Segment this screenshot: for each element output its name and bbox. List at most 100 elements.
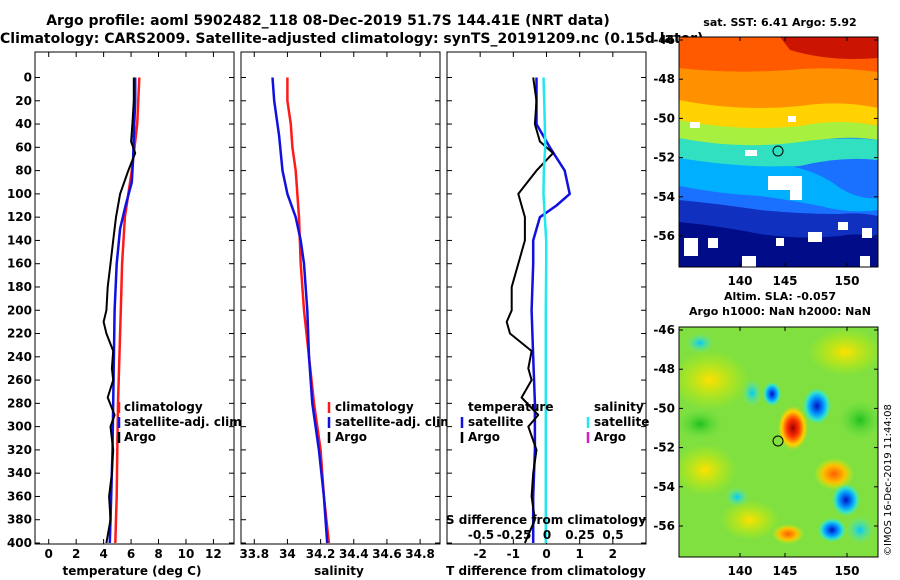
lon-tick-label: 145 [772,564,797,578]
lon-tick-label: 150 [834,274,859,288]
legend-s-satellite: satellite [594,415,649,429]
x-tick-label: 2 [72,547,80,561]
depth-tick-label: 40 [15,117,32,131]
lat-tick-label: -46 [653,323,675,337]
difference-x-axis: -2 -1 0 1 2 [473,52,617,561]
x-tick-label: -2 [473,547,486,561]
x-tick-label: 1 [575,547,583,561]
depth-tick-label: 60 [15,140,32,154]
legend-satellite-adj: satellite-adj. clim. [124,415,246,429]
s-tick-label: 0 [543,528,551,542]
figure-title-line-2: Climatology: CARS2009. Satellite-adjuste… [0,31,704,47]
depth-tick-label: 100 [7,187,32,201]
argo-location-marker [772,145,784,157]
depth-tick-label: 280 [7,396,32,410]
x-tick-label: 34.6 [372,547,402,561]
salinity-series [271,77,331,544]
lat-tick-label: -52 [653,441,675,455]
legend-s-argo: Argo [594,430,626,444]
sst-field [679,37,878,267]
lat-tick-label: -50 [653,111,675,125]
depth-tick-label: 200 [7,303,32,317]
x-tick-label: 4 [99,547,107,561]
temperature-axis-label: temperature (deg C) [63,564,202,578]
depth-tick-label: 380 [7,513,32,527]
depth-tick-label: 220 [7,327,32,341]
s-tick-label: 0.25 [565,528,595,542]
depth-tick-label: 260 [7,373,32,387]
sla-longitude-axis: 140 145 150 [727,327,860,578]
legend-argo: Argo [124,430,156,444]
x-tick-label: 6 [127,547,135,561]
lon-tick-label: 150 [834,564,859,578]
legend-salinity-heading: salinity [594,400,644,414]
x-tick-label: 12 [205,547,222,561]
legend-t-satellite: satellite [468,415,523,429]
sla-field [679,327,878,557]
lat-tick-label: -50 [653,401,675,415]
series-line-t-argo [505,77,555,544]
sla-map: -46 -48 -50 -52 -54 -56 140 145 150 [653,323,879,578]
lat-tick-label: -54 [653,190,675,204]
difference-depth-ticks [447,77,646,544]
temperature-x-axis: 0 2 4 6 8 10 12 [45,52,222,561]
s-tick-label: -0.25 [497,528,532,542]
x-tick-label: 0 [542,547,550,561]
salinity-axis-label: salinity [314,564,364,578]
lat-tick-label: -54 [653,480,675,494]
depth-tick-label: 340 [7,466,32,480]
depth-tick-label: 20 [15,94,32,108]
depth-axis: 0 20 40 60 80 100 120 140 160 180 200 220 240 260 280 3… [7,71,234,550]
difference-legend: temperature satellite Argo salinity sate… [460,400,649,444]
x-tick-label: 34.4 [339,547,369,561]
series-line-satellite-adj-clim- [271,77,329,544]
s-difference-tick-labels: -0.5 -0.25 0 0.25 0.5 [468,528,624,542]
x-tick-label: 34 [279,547,296,561]
x-tick-label: -1 [507,547,520,561]
x-tick-label: 33.8 [239,547,269,561]
series-line-s-satellite [542,77,548,543]
depth-tick-label: 320 [7,443,32,457]
legend-temperature-heading: temperature [468,400,553,414]
depth-tick-label: 140 [7,233,32,247]
difference-series [505,77,571,544]
depth-tick-label: 0 [24,71,32,85]
x-tick-label: 34.2 [306,547,336,561]
lon-tick-label: 145 [772,274,797,288]
salinity-legend: climatology satellite-adj. clim. Argo [327,400,457,444]
series-line-t-satellite [530,77,571,543]
x-tick-label: 34.8 [405,547,435,561]
salinity-x-axis: 33.8 34 34.2 34.4 34.6 34.8 [239,52,435,561]
series-line-argo [102,77,137,544]
difference-panel: -2 -1 0 1 2 T difference from climatology S … [446,51,649,578]
s-tick-label: -0.5 [468,528,494,542]
lon-tick-label: 140 [727,274,752,288]
legend-t-argo: Argo [468,430,500,444]
lat-tick-label: -52 [653,151,675,165]
lat-tick-label: -48 [653,72,675,86]
legend-climatology: climatology [124,400,203,414]
lat-tick-label: -56 [653,519,675,533]
legend-argo: Argo [335,430,367,444]
lat-tick-label: -56 [653,229,675,243]
sst-latitude-axis: -46 -48 -50 -52 -54 -56 [653,33,878,243]
depth-tick-label: 400 [7,536,32,550]
depth-tick-label: 80 [15,164,32,178]
x-tick-label: 2 [609,547,617,561]
depth-tick-label: 240 [7,350,32,364]
sst-map: -46 -48 -50 -52 -54 -56 140 145 150 [653,33,879,288]
sst-longitude-axis: 140 145 150 [727,37,860,288]
depth-tick-label: 160 [7,257,32,271]
s-difference-axis-label: S difference from climatology [446,513,646,527]
depth-tick-label: 180 [7,280,32,294]
s-tick-label: 0.5 [602,528,623,542]
sla-latitude-axis: -46 -48 -50 -52 -54 -56 [653,323,878,533]
lon-tick-label: 140 [727,564,752,578]
figure-title-line-1: Argo profile: aoml 5902482_118 08-Dec-20… [46,13,610,29]
salinity-depth-ticks [241,77,440,544]
salinity-plot-area [240,51,441,545]
depth-tick-label: 360 [7,489,32,503]
salinity-panel: 33.8 34 34.2 34.4 34.6 34.8 salinity climatol… [239,51,457,578]
depth-tick-label: 300 [7,420,32,434]
temperature-legend: climatology satellite-adj. clim. Argo [117,400,246,444]
